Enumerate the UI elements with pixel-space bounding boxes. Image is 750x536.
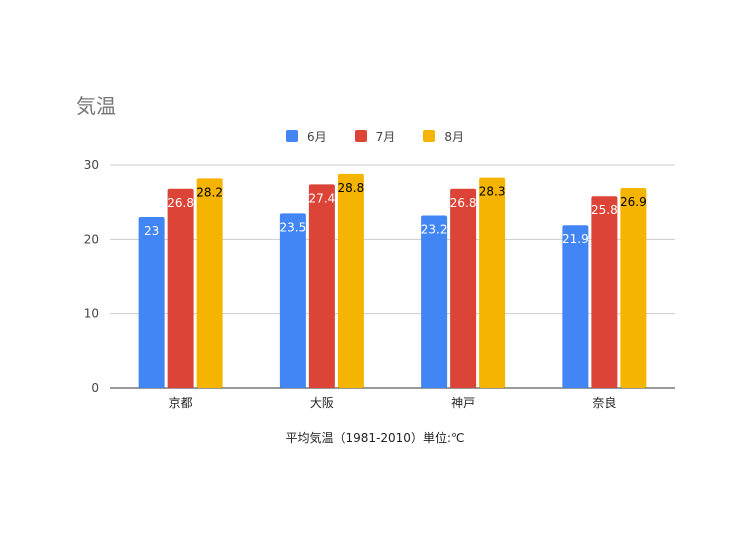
bar bbox=[450, 188, 477, 388]
x-axis-label: 平均気温（1981-2010）単位:℃ bbox=[285, 431, 465, 445]
bar bbox=[562, 225, 589, 388]
data-label: 28.8 bbox=[338, 181, 365, 195]
y-tick-label: 20 bbox=[84, 232, 99, 246]
data-label: 23.5 bbox=[280, 220, 307, 234]
legend-item-june[interactable]: 6月 bbox=[286, 127, 327, 145]
bar bbox=[591, 196, 618, 388]
bar bbox=[308, 184, 335, 388]
y-tick-label: 30 bbox=[84, 158, 99, 172]
data-label: 23 bbox=[144, 224, 159, 238]
data-label: 26.8 bbox=[450, 196, 477, 210]
legend-label-august: 8月 bbox=[444, 129, 464, 144]
data-label: 26.8 bbox=[167, 196, 194, 210]
bar bbox=[167, 188, 194, 388]
bar bbox=[479, 177, 506, 388]
x-tick-label: 京都 bbox=[169, 396, 193, 410]
legend-swatch-august bbox=[423, 130, 436, 142]
data-label: 28.3 bbox=[479, 185, 506, 199]
data-label: 25.8 bbox=[591, 203, 618, 217]
legend-item-august[interactable]: 8月 bbox=[423, 127, 464, 145]
legend: 6月 7月 8月 bbox=[0, 127, 750, 145]
legend-swatch-july bbox=[354, 130, 367, 142]
x-tick-label: 神戸 bbox=[451, 396, 475, 410]
bar bbox=[138, 217, 165, 388]
bar bbox=[421, 215, 448, 388]
data-label: 28.2 bbox=[196, 185, 223, 199]
legend-label-june: 6月 bbox=[307, 129, 327, 144]
data-label: 21.9 bbox=[562, 232, 589, 246]
x-tick-label: 奈良 bbox=[592, 395, 616, 410]
data-label: 23.2 bbox=[421, 223, 448, 237]
bar bbox=[337, 173, 364, 388]
chart-title: 気温 bbox=[76, 94, 116, 118]
data-label: 27.4 bbox=[309, 191, 336, 205]
y-tick-label: 10 bbox=[84, 307, 99, 321]
y-tick-label: 0 bbox=[91, 381, 99, 395]
bar bbox=[279, 213, 306, 388]
legend-swatch-june bbox=[286, 130, 299, 142]
bar bbox=[196, 178, 223, 388]
legend-label-july: 7月 bbox=[375, 129, 396, 144]
bar bbox=[620, 188, 647, 388]
legend-item-july[interactable]: 7月 bbox=[354, 127, 396, 145]
x-tick-label: 大阪 bbox=[310, 396, 334, 410]
data-label: 26.9 bbox=[620, 195, 647, 209]
